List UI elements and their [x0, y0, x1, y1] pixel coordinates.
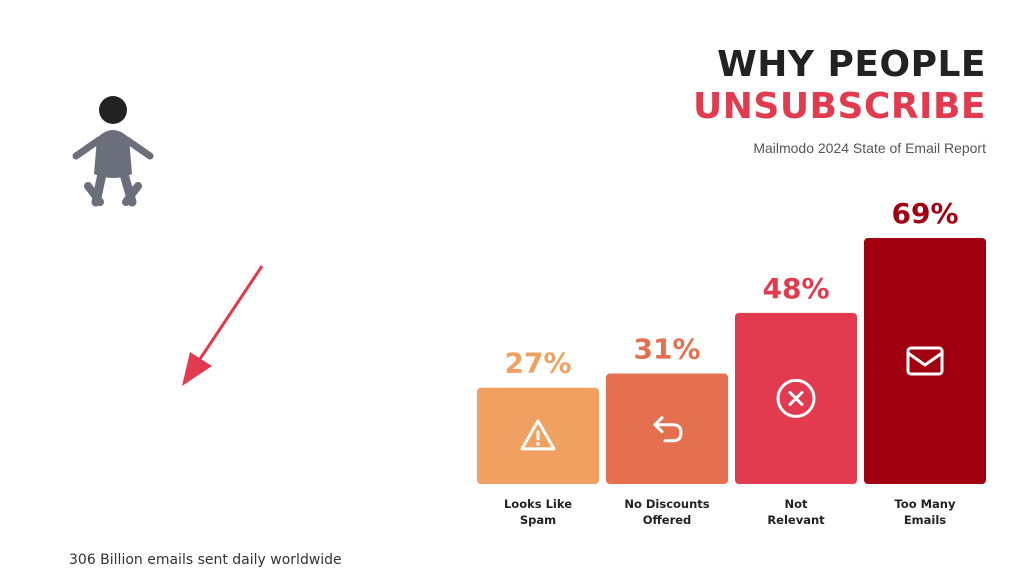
- category-label: Offered: [643, 513, 692, 527]
- bar: [606, 373, 728, 484]
- value-label: 27%: [504, 347, 571, 380]
- title-line-1: WHY PEOPLE: [717, 44, 986, 85]
- bar: [864, 238, 986, 484]
- category-label: Looks Like: [504, 497, 572, 511]
- value-label: 69%: [891, 197, 958, 230]
- footer-note: 306 Billion emails sent daily worldwide: [69, 552, 342, 568]
- warning-triangle-icon: [520, 419, 556, 451]
- category-label: No Discounts: [624, 497, 709, 511]
- value-label: 31%: [633, 332, 700, 365]
- category-label: Spam: [520, 513, 556, 527]
- category-label: Relevant: [767, 513, 825, 527]
- red-arrow-icon: [182, 265, 264, 386]
- value-label: 48%: [762, 272, 829, 305]
- envelope-icon: [906, 346, 944, 376]
- person-figure-icon: [72, 96, 154, 207]
- x-circle-icon: [776, 378, 816, 418]
- reply-arrow-icon: [653, 416, 683, 443]
- category-label: Emails: [904, 513, 946, 527]
- category-label: Too Many: [894, 497, 956, 511]
- chart-subtitle: Mailmodo 2024 State of Email Report: [753, 140, 986, 156]
- title-line-2: UNSUBSCRIBE: [693, 86, 986, 127]
- category-label: Not: [784, 497, 808, 511]
